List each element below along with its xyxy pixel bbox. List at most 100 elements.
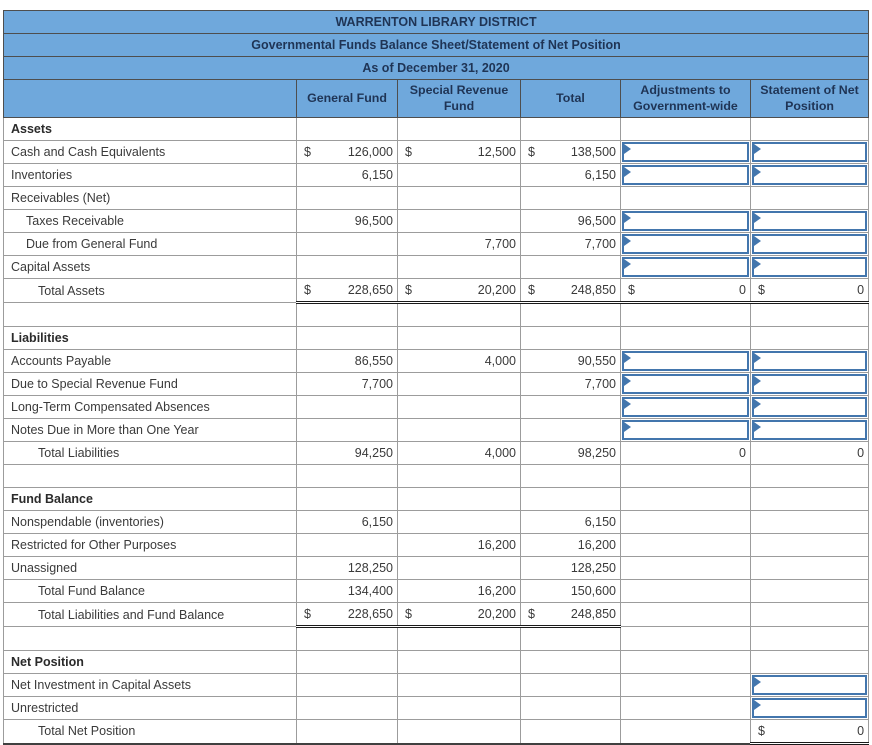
box-corner-marker-icon — [754, 399, 761, 409]
amount-cell — [749, 673, 870, 697]
amount-value: 4,000 — [484, 446, 516, 460]
amount-cell — [749, 232, 870, 256]
amount-cell: 90,550 — [520, 349, 621, 373]
table-row-notes-due-in-more-than-one-year: Notes Due in More than One Year — [3, 418, 870, 442]
amount-cell — [397, 186, 521, 210]
amount-value: 6,150 — [361, 515, 393, 529]
row-label-total-fund-balance: Total Fund Balance — [3, 579, 297, 603]
amount-cell — [296, 418, 398, 442]
box-corner-marker-icon — [624, 399, 631, 409]
answer-input-box[interactable] — [622, 165, 749, 185]
currency-symbol: $ — [758, 724, 765, 738]
amount-cell: 128,250 — [520, 556, 621, 580]
table-row-fund-balance: Fund Balance — [3, 487, 870, 511]
row-label-cash-and-cash-equivalents: Cash and Cash Equivalents — [3, 140, 297, 164]
box-corner-marker-icon — [624, 167, 631, 177]
amount-value: 0 — [857, 446, 865, 460]
answer-input-box[interactable] — [622, 142, 749, 162]
amount-value: 128,250 — [347, 561, 393, 575]
row-label-notes-due-in-more-than-one-year: Notes Due in More than One Year — [3, 418, 297, 442]
row-label-due-to-special-revenue-fund: Due to Special Revenue Fund — [3, 372, 297, 396]
amount-cell — [620, 372, 751, 396]
amount-cell — [749, 510, 870, 534]
row-label-net-position: Net Position — [3, 650, 297, 674]
table-row-restricted-for-other-purposes: Restricted for Other Purposes 16,200 16,20… — [3, 533, 870, 557]
currency-symbol: $ — [528, 607, 535, 621]
amount-cell — [749, 372, 870, 396]
row-label-blank — [3, 626, 297, 651]
table-row-blank — [3, 302, 870, 327]
amount-cell — [749, 602, 870, 627]
amount-cell — [620, 395, 751, 419]
amount-cell — [749, 626, 870, 651]
amount-cell — [296, 626, 398, 651]
answer-input-box[interactable] — [622, 257, 749, 277]
report-subtitle: Governmental Funds Balance Sheet/Stateme… — [2, 33, 870, 57]
row-label-total-liabilities: Total Liabilities — [3, 441, 297, 465]
answer-input-box[interactable] — [752, 165, 868, 185]
amount-cell: 134,400 — [296, 579, 398, 603]
table-row-due-to-special-revenue-fund: Due to Special Revenue Fund 7,700 7,700 — [3, 372, 870, 396]
answer-input-box[interactable] — [622, 374, 749, 394]
amount-cell — [296, 696, 398, 720]
answer-input-box[interactable] — [752, 257, 868, 277]
table-row-due-from-general-fund: Due from General Fund 7,700 7,700 — [3, 232, 870, 256]
amount-cell — [749, 650, 870, 674]
answer-input-box[interactable] — [752, 234, 868, 254]
amount-cell — [520, 326, 621, 350]
box-corner-marker-icon — [754, 213, 761, 223]
amount-cell — [520, 719, 621, 744]
amount-value: 128,250 — [570, 561, 616, 575]
answer-input-box[interactable] — [622, 420, 749, 440]
answer-input-box[interactable] — [622, 234, 749, 254]
amount-cell — [749, 464, 870, 488]
date-row: As of December 31, 2020 — [2, 56, 870, 80]
box-corner-marker-icon — [754, 422, 761, 432]
amount-value: 86,550 — [354, 354, 393, 368]
answer-input-box[interactable] — [752, 351, 868, 371]
amount-cell — [620, 510, 751, 534]
box-corner-marker-icon — [624, 259, 631, 269]
answer-input-box[interactable] — [752, 374, 868, 394]
answer-input-box[interactable] — [752, 397, 868, 417]
answer-input-box[interactable] — [752, 675, 868, 695]
table-row-nonspendable-inventories: Nonspendable (inventories) 6,150 6,150 — [3, 510, 870, 534]
answer-input-box[interactable] — [622, 351, 749, 371]
table-row-blank — [3, 464, 870, 488]
amount-value: 96,500 — [577, 214, 616, 228]
amount-cell — [520, 696, 621, 720]
answer-input-box[interactable] — [752, 142, 868, 162]
answer-input-box[interactable] — [752, 420, 868, 440]
amount-cell: 6,150 — [520, 510, 621, 534]
row-label-liabilities: Liabilities — [3, 326, 297, 350]
amount-cell — [397, 372, 521, 396]
amount-cell: 0 — [620, 441, 751, 465]
amount-cell — [620, 719, 751, 744]
table-row-cash-and-cash-equivalents: Cash and Cash Equivalents $126,000 $12,500… — [3, 140, 870, 164]
amount-cell — [749, 255, 870, 279]
amount-value: 6,150 — [584, 515, 616, 529]
table-row-assets: Assets — [3, 117, 870, 141]
row-label-receivables-net: Receivables (Net) — [3, 186, 297, 210]
column-header-statement-of-net-position: Statement of Net Position — [749, 79, 870, 118]
column-header-row-labels — [3, 79, 297, 118]
amount-cell: 6,150 — [296, 163, 398, 187]
row-label-long-term-compensated-absences: Long-Term Compensated Absences — [3, 395, 297, 419]
amount-cell — [397, 395, 521, 419]
box-corner-marker-icon — [754, 353, 761, 363]
answer-input-box[interactable] — [752, 211, 868, 231]
answer-input-box[interactable] — [752, 698, 868, 718]
amount-value: 126,000 — [347, 145, 393, 159]
box-corner-marker-icon — [754, 376, 761, 386]
amount-cell — [620, 349, 751, 373]
amount-value: 248,850 — [570, 283, 616, 297]
report-title: WARRENTON LIBRARY DISTRICT — [2, 10, 870, 34]
currency-symbol: $ — [405, 607, 412, 621]
amount-value: 0 — [857, 283, 865, 297]
answer-input-box[interactable] — [622, 397, 749, 417]
answer-input-box[interactable] — [622, 211, 749, 231]
amount-cell — [296, 464, 398, 488]
amount-cell — [520, 186, 621, 210]
amount-value: 12,500 — [477, 145, 516, 159]
row-label-net-investment-in-capital-assets: Net Investment in Capital Assets — [3, 673, 297, 697]
